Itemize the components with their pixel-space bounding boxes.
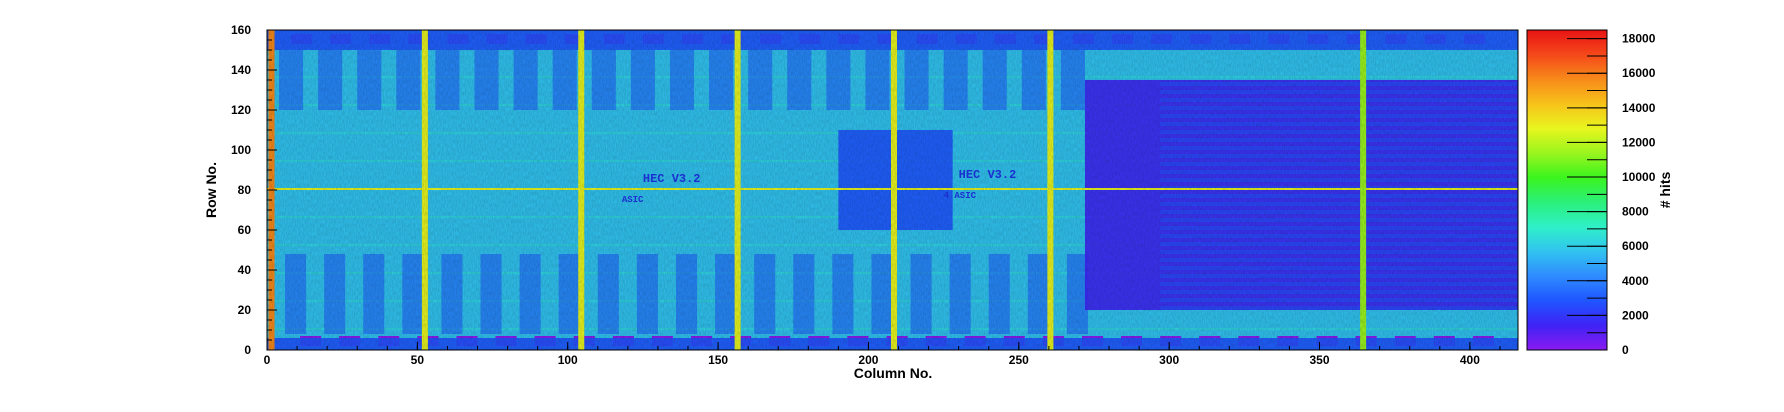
y-tick-label: 60 [238, 223, 252, 237]
z-tick-label: 4000 [1622, 274, 1649, 288]
color-scale-title: # hits [1657, 172, 1673, 209]
y-tick-label: 120 [231, 103, 251, 117]
color-scale: 0 2000 4000 6000 8000 10000 12000 14000 16000 180… [1526, 29, 1673, 357]
chip-marking-label: ASIC [622, 195, 644, 205]
x-tick-label: 350 [1310, 353, 1330, 367]
x-axis: 0 50 100 150 200 250 300 350 400 [264, 342, 1501, 367]
y-tick-label: 80 [238, 183, 252, 197]
x-tick-label: 250 [1009, 353, 1029, 367]
y-tick-label: 160 [231, 23, 251, 37]
z-tick-label: 8000 [1622, 205, 1649, 219]
y-axis-title: Row No. [203, 162, 219, 218]
z-tick-label: 2000 [1622, 308, 1649, 322]
color-scale-bar [1526, 29, 1608, 351]
y-tick-label: 100 [231, 143, 251, 157]
plot-area: HEC V3.2 ASIC HEC V3.2 4 ASIC [267, 30, 1518, 350]
y-tick-label: 20 [238, 303, 252, 317]
chip-marking-label: HEC V3.2 [959, 168, 1017, 182]
y-tick-label: 0 [244, 343, 251, 357]
z-tick-label: 18000 [1622, 32, 1656, 46]
chip-marking-label: HEC V3.2 [643, 172, 701, 186]
z-tick-label: 0 [1622, 343, 1629, 357]
x-tick-label: 100 [558, 353, 578, 367]
y-tick-label: 140 [231, 63, 251, 77]
z-tick-label: 12000 [1622, 135, 1656, 149]
x-tick-label: 400 [1460, 353, 1480, 367]
chip-marking-label: 4 ASIC [944, 191, 977, 201]
pixel-noise [267, 30, 1518, 350]
z-tick-label: 6000 [1622, 239, 1649, 253]
z-tick-label: 16000 [1622, 66, 1656, 80]
y-axis: 0 20 40 60 80 100 120 140 160 [231, 23, 277, 357]
y-tick-label: 40 [238, 263, 252, 277]
x-tick-label: 150 [708, 353, 728, 367]
chip-marking-text: HEC V3.2 ASIC HEC V3.2 4 ASIC [622, 168, 1016, 205]
color-scale-ticks: 0 2000 4000 6000 8000 10000 12000 14000 16000 180… [1567, 32, 1656, 357]
x-axis-title: Column No. [854, 365, 933, 381]
x-tick-label: 200 [858, 353, 878, 367]
x-tick-label: 300 [1159, 353, 1179, 367]
z-tick-label: 10000 [1622, 170, 1656, 184]
x-tick-label: 50 [411, 353, 425, 367]
z-tick-label: 14000 [1622, 101, 1656, 115]
x-tick-label: 0 [264, 353, 271, 367]
